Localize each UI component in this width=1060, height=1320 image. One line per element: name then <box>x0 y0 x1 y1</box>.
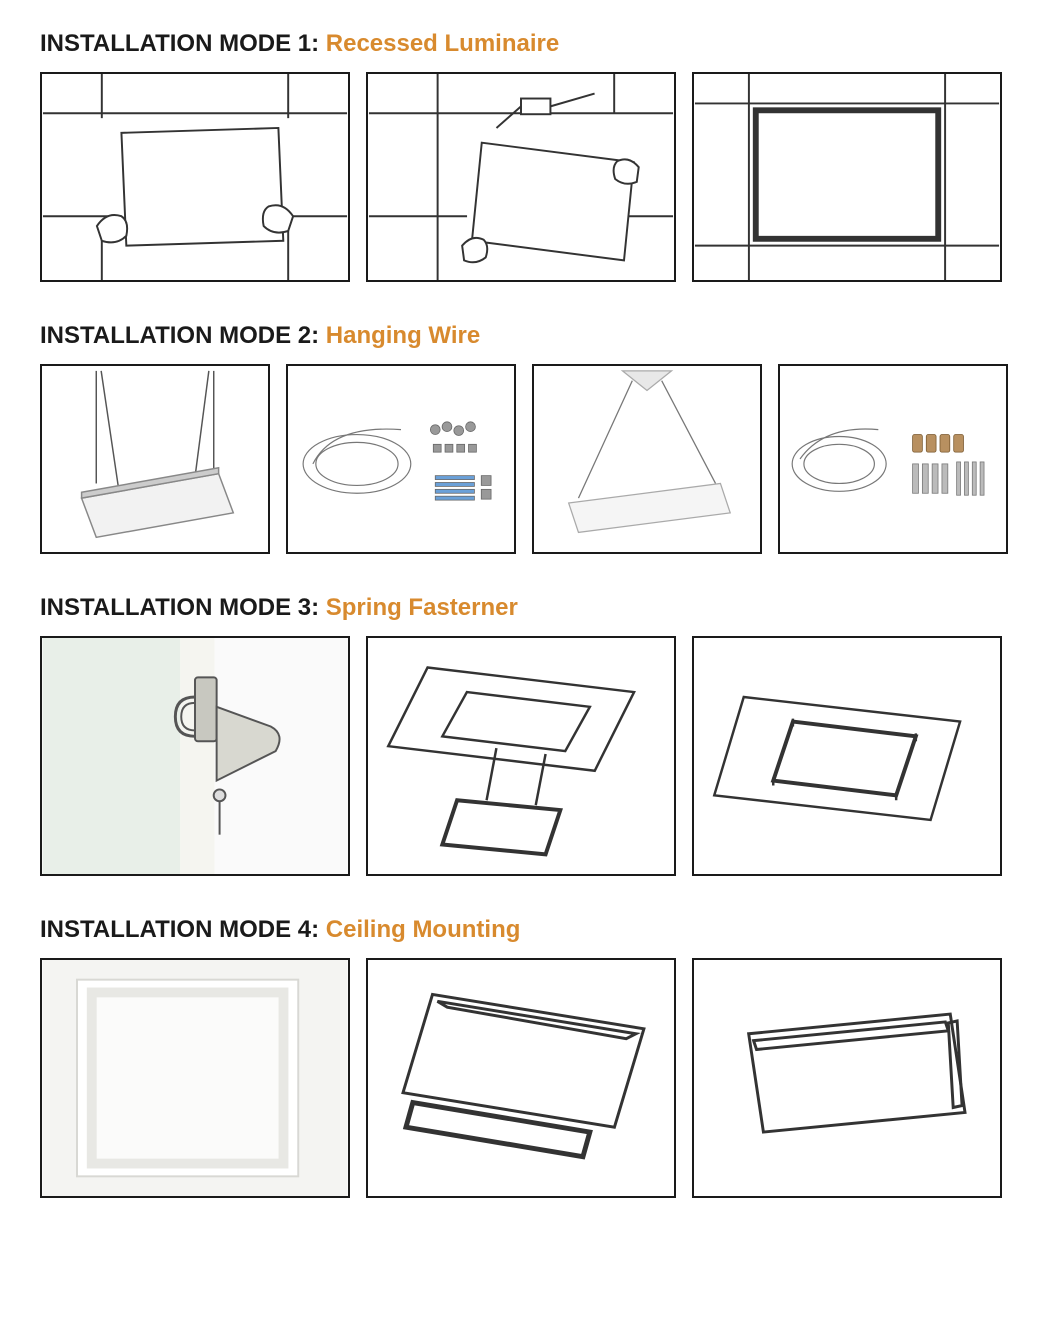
mode-1-cell-1 <box>40 72 350 282</box>
recessed-step3-icon <box>694 74 1000 280</box>
mode-4-section: INSTALLATION MODE 4: Ceiling Mounting <box>40 916 1020 1198</box>
mode-2-label: INSTALLATION MODE 2: <box>40 322 319 349</box>
hanging-panel-icon <box>42 366 268 552</box>
mode-3-section: INSTALLATION MODE 3: Spring Fasterner <box>40 594 1020 876</box>
mode-2-cell-1 <box>40 364 270 554</box>
mode-4-name: Ceiling Mounting <box>326 916 521 943</box>
mode-1-cell-2 <box>366 72 676 282</box>
mode-1-title: INSTALLATION MODE 1: Recessed Luminaire <box>40 30 1020 58</box>
mode-2-cell-3 <box>532 364 762 554</box>
surface-frame-step2-icon <box>694 960 1000 1196</box>
mode-3-cell-3 <box>692 636 1002 876</box>
mode-1-section: INSTALLATION MODE 1: Recessed Luminaire <box>40 30 1020 282</box>
mode-1-label: INSTALLATION MODE 1: <box>40 30 319 57</box>
mode-2-title: INSTALLATION MODE 2: Hanging Wire <box>40 322 1020 350</box>
mode-2-name: Hanging Wire <box>326 322 480 349</box>
surface-frame-step1-icon <box>368 960 674 1196</box>
mode-3-cell-1 <box>40 636 350 876</box>
wire-kit-1-icon <box>288 366 514 552</box>
surface-frame-photo-icon <box>42 960 348 1196</box>
mode-4-row <box>40 958 1020 1198</box>
mode-1-cell-3 <box>692 72 1002 282</box>
mode-1-row <box>40 72 1020 282</box>
hanging-v-wire-icon <box>534 366 760 552</box>
mode-3-name: Spring Fasterner <box>326 594 518 621</box>
mode-2-cell-2 <box>286 364 516 554</box>
mode-3-title: INSTALLATION MODE 3: Spring Fasterner <box>40 594 1020 622</box>
mode-4-cell-1 <box>40 958 350 1198</box>
mode-2-cell-4 <box>778 364 1008 554</box>
wire-kit-2-icon <box>780 366 1006 552</box>
mode-3-cell-2 <box>366 636 676 876</box>
mode-2-section: INSTALLATION MODE 2: Hanging Wire <box>40 322 1020 554</box>
mode-4-cell-3 <box>692 958 1002 1198</box>
mode-2-row <box>40 364 1020 554</box>
mode-3-row <box>40 636 1020 876</box>
mode-4-title: INSTALLATION MODE 4: Ceiling Mounting <box>40 916 1020 944</box>
spring-frame-step1-icon <box>368 638 674 874</box>
spring-clip-icon <box>42 638 348 874</box>
recessed-step2-icon <box>368 74 674 280</box>
recessed-step1-icon <box>42 74 348 280</box>
mode-3-label: INSTALLATION MODE 3: <box>40 594 319 621</box>
mode-1-name: Recessed Luminaire <box>326 30 559 57</box>
mode-4-cell-2 <box>366 958 676 1198</box>
spring-frame-step2-icon <box>694 638 1000 874</box>
mode-4-label: INSTALLATION MODE 4: <box>40 916 319 943</box>
